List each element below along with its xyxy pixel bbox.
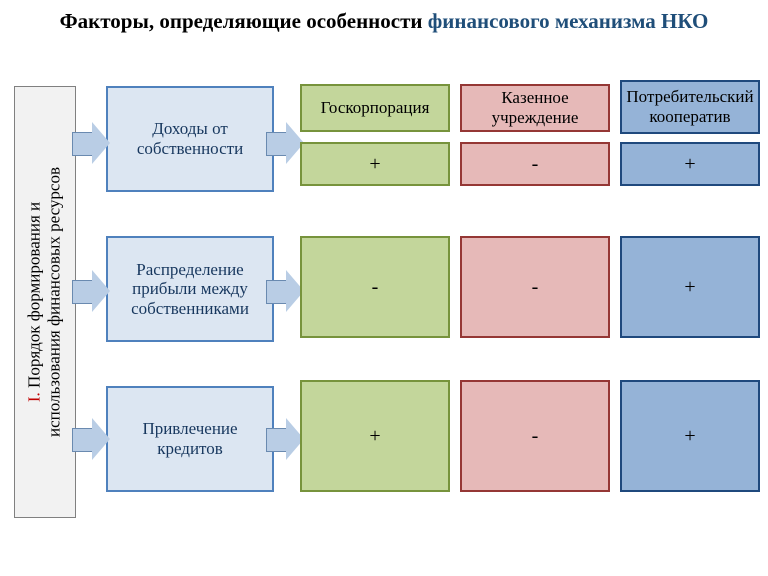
cell-value: -: [532, 153, 539, 176]
diagram-canvas: I. Порядок формирования ииспользования ф…: [0, 80, 768, 560]
cell: -: [460, 380, 610, 492]
criteria-item: Доходы от собственности: [106, 86, 274, 192]
arrow-icon: [266, 270, 304, 312]
cell-value: -: [532, 276, 539, 299]
cell-value: -: [372, 276, 379, 299]
left-group-label: I. Порядок формирования ииспользования ф…: [25, 167, 66, 437]
cell-value: +: [369, 425, 380, 448]
column-header-kazennoe: Казенное учреждение: [460, 84, 610, 132]
cell-value: +: [684, 153, 695, 176]
cell: +: [620, 142, 760, 186]
arrow-icon: [72, 122, 110, 164]
title-part2: финансового механизма НКО: [428, 9, 709, 33]
cell-value: +: [684, 276, 695, 299]
cell-value: +: [684, 425, 695, 448]
cell: +: [620, 236, 760, 338]
arrow-icon: [72, 270, 110, 312]
column-header-goskorp: Госкорпорация: [300, 84, 450, 132]
column-header-label: Потребительский кооператив: [622, 87, 758, 126]
title-part1: Факторы, определяющие особенности: [60, 9, 428, 33]
arrow-icon: [266, 122, 304, 164]
cell: -: [460, 236, 610, 338]
cell-value: -: [532, 425, 539, 448]
page-title: Факторы, определяющие особенности финанс…: [0, 8, 768, 34]
criteria-item: Распределение прибыли между собственника…: [106, 236, 274, 342]
column-header-label: Казенное учреждение: [462, 88, 608, 127]
left-group-box: I. Порядок формирования ииспользования ф…: [14, 86, 76, 518]
column-header-potrebkoop: Потребительский кооператив: [620, 80, 760, 134]
cell: +: [620, 380, 760, 492]
arrow-icon: [266, 418, 304, 460]
cell: -: [460, 142, 610, 186]
cell: -: [300, 236, 450, 338]
criteria-label: Распределение прибыли между собственника…: [108, 260, 272, 319]
cell: +: [300, 142, 450, 186]
column-header-label: Госкорпорация: [321, 98, 430, 118]
arrow-icon: [72, 418, 110, 460]
criteria-item: Привлечение кредитов: [106, 386, 274, 492]
left-group-prefix: I.: [25, 388, 44, 402]
criteria-label: Привлечение кредитов: [108, 419, 272, 458]
criteria-label: Доходы от собственности: [108, 119, 272, 158]
cell: +: [300, 380, 450, 492]
cell-value: +: [369, 153, 380, 176]
